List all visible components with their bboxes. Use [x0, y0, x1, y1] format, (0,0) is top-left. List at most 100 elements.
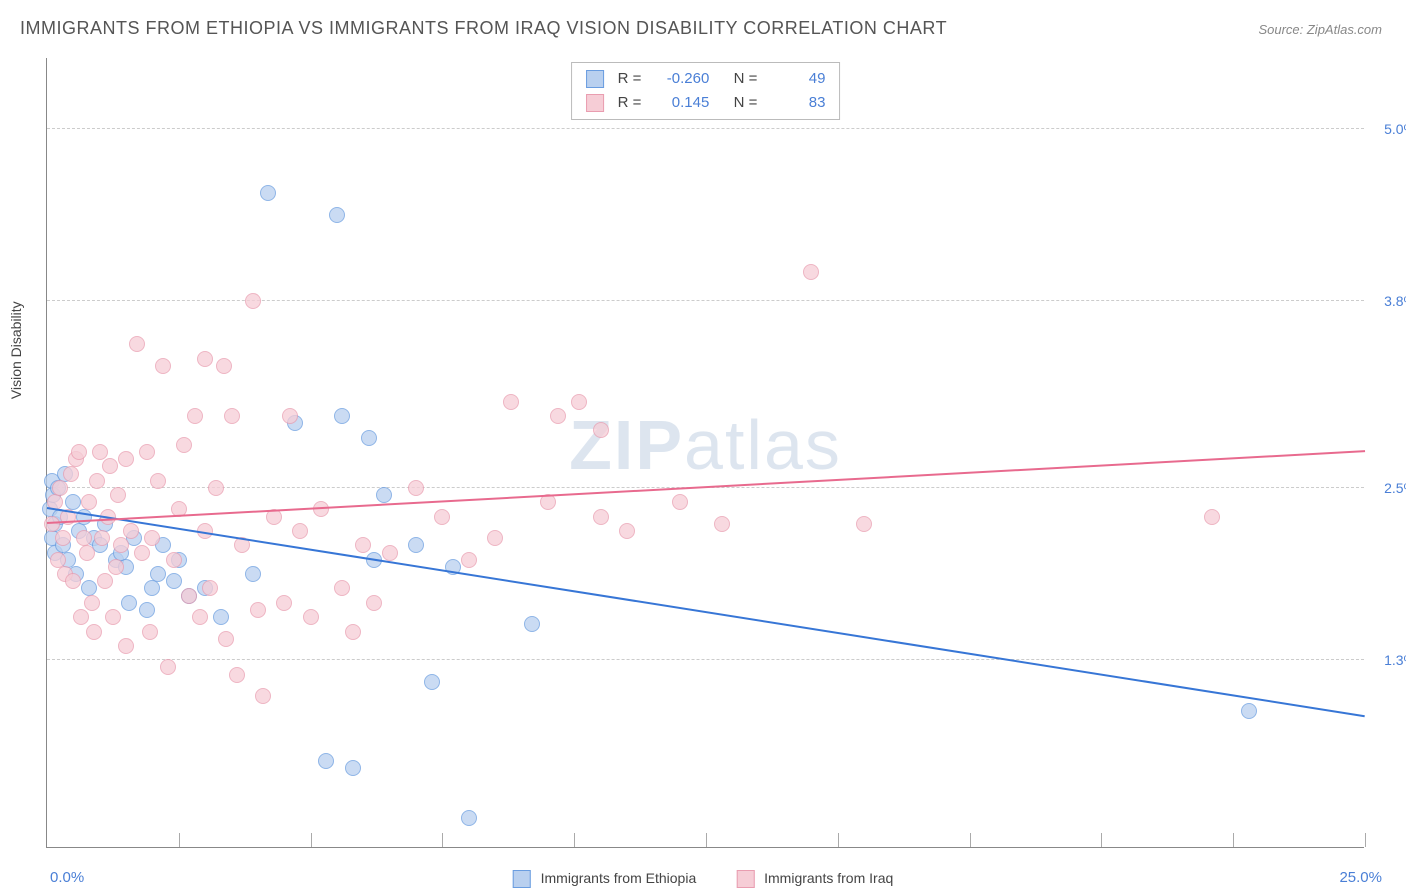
data-point	[224, 408, 240, 424]
data-point	[345, 624, 361, 640]
x-tick	[838, 833, 839, 847]
data-point	[113, 537, 129, 553]
data-point	[150, 473, 166, 489]
legend-label-ethiopia: Immigrants from Ethiopia	[541, 870, 697, 886]
data-point	[218, 631, 234, 647]
data-point	[487, 530, 503, 546]
swatch-ethiopia	[586, 70, 604, 88]
source-citation: Source: ZipAtlas.com	[1258, 22, 1382, 37]
x-tick	[970, 833, 971, 847]
n-value-iraq: 83	[765, 91, 825, 115]
grid-line-h: 5.0%	[47, 128, 1364, 129]
data-point	[123, 523, 139, 539]
data-point	[97, 573, 113, 589]
data-point	[619, 523, 635, 539]
x-tick	[574, 833, 575, 847]
data-point	[550, 408, 566, 424]
data-point	[65, 573, 81, 589]
data-point	[155, 358, 171, 374]
data-point	[503, 394, 519, 410]
x-tick	[1365, 833, 1366, 847]
data-point	[334, 408, 350, 424]
source-prefix: Source:	[1258, 22, 1306, 37]
x-axis-min-label: 0.0%	[50, 869, 84, 886]
data-point	[192, 609, 208, 625]
data-point	[282, 408, 298, 424]
x-tick	[706, 833, 707, 847]
data-point	[118, 451, 134, 467]
series-legend: Immigrants from Ethiopia Immigrants from…	[513, 870, 894, 888]
data-point	[176, 437, 192, 453]
data-point	[187, 408, 203, 424]
data-point	[593, 422, 609, 438]
x-axis-max-label: 25.0%	[1339, 869, 1382, 886]
data-point	[86, 624, 102, 640]
r-prefix: R =	[618, 67, 642, 91]
data-point	[1241, 703, 1257, 719]
data-point	[73, 609, 89, 625]
data-point	[255, 688, 271, 704]
data-point	[81, 494, 97, 510]
data-point	[181, 588, 197, 604]
data-point	[245, 293, 261, 309]
data-point	[105, 609, 121, 625]
y-tick-label: 5.0%	[1384, 121, 1406, 137]
correlation-legend: R = -0.260 N = 49 R = 0.145 N = 83	[571, 62, 841, 120]
data-point	[55, 530, 71, 546]
trend-line	[47, 507, 1365, 717]
data-point	[197, 351, 213, 367]
data-point	[118, 638, 134, 654]
data-point	[376, 487, 392, 503]
data-point	[334, 580, 350, 596]
data-point	[593, 509, 609, 525]
legend-label-iraq: Immigrants from Iraq	[764, 870, 893, 886]
r-value-ethiopia: -0.260	[649, 67, 709, 91]
data-point	[94, 530, 110, 546]
legend-row-ethiopia: R = -0.260 N = 49	[586, 67, 826, 91]
y-tick-label: 3.8%	[1384, 293, 1406, 309]
data-point	[139, 444, 155, 460]
data-point	[213, 609, 229, 625]
data-point	[313, 501, 329, 517]
data-point	[52, 480, 68, 496]
data-point	[345, 760, 361, 776]
data-point	[89, 473, 105, 489]
data-point	[329, 207, 345, 223]
y-tick-label: 1.3%	[1384, 652, 1406, 668]
data-point	[366, 595, 382, 611]
data-point	[92, 444, 108, 460]
chart-plot-area: ZIPatlas R = -0.260 N = 49 R = 0.145 N =…	[46, 58, 1364, 848]
data-point	[803, 264, 819, 280]
data-point	[382, 545, 398, 561]
data-point	[434, 509, 450, 525]
data-point	[276, 595, 292, 611]
legend-row-iraq: R = 0.145 N = 83	[586, 91, 826, 115]
swatch-ethiopia-bottom	[513, 870, 531, 888]
data-point	[144, 530, 160, 546]
data-point	[166, 573, 182, 589]
y-axis-label: Vision Disability	[8, 301, 24, 399]
data-point	[160, 659, 176, 675]
data-point	[672, 494, 688, 510]
x-tick	[1233, 833, 1234, 847]
source-value: ZipAtlas.com	[1307, 22, 1382, 37]
x-tick	[179, 833, 180, 847]
data-point	[102, 458, 118, 474]
data-point	[134, 545, 150, 561]
data-point	[142, 624, 158, 640]
x-tick	[1101, 833, 1102, 847]
watermark-zip: ZIP	[569, 406, 684, 484]
r-value-iraq: 0.145	[649, 91, 709, 115]
data-point	[1204, 509, 1220, 525]
data-point	[139, 602, 155, 618]
n-value-ethiopia: 49	[765, 67, 825, 91]
data-point	[208, 480, 224, 496]
data-point	[150, 566, 166, 582]
data-point	[461, 810, 477, 826]
data-point	[571, 394, 587, 410]
data-point	[121, 595, 137, 611]
swatch-iraq-bottom	[736, 870, 754, 888]
data-point	[166, 552, 182, 568]
data-point	[63, 466, 79, 482]
legend-item-ethiopia: Immigrants from Ethiopia	[513, 870, 697, 888]
